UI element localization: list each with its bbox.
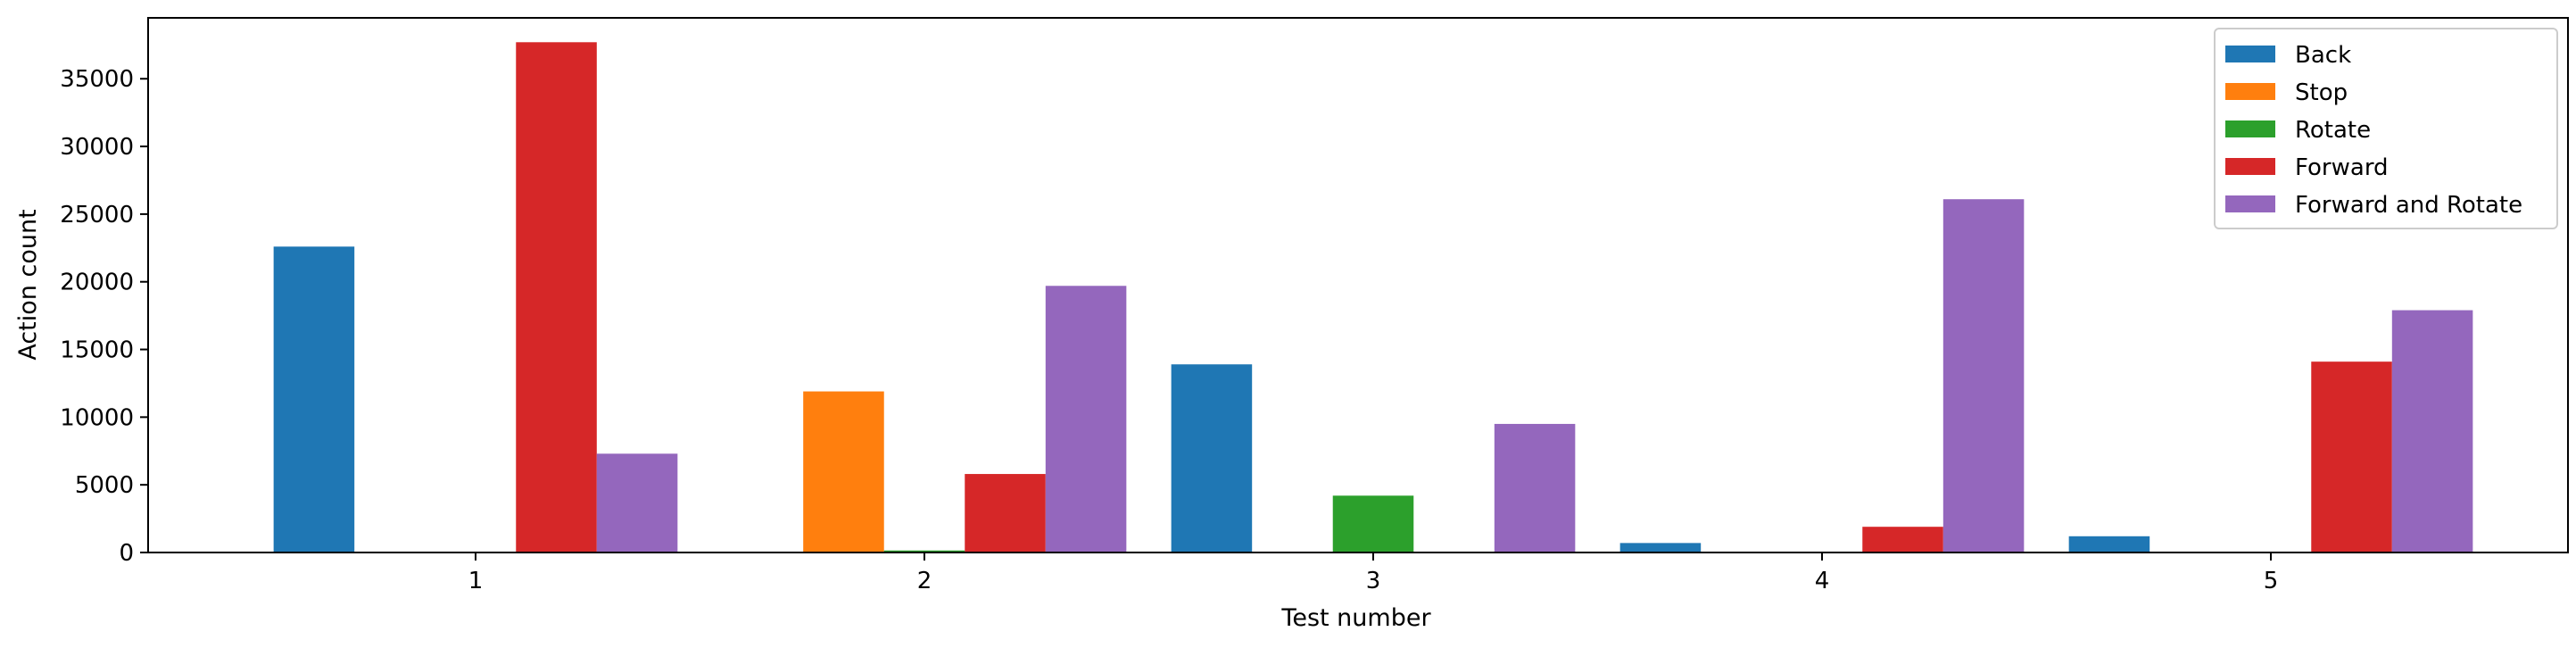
bar-forward-test-5 [2311,361,2392,552]
legend-swatch-rotate [2225,120,2275,137]
x-axis-title: Test number [1280,604,1431,632]
legend-label: Rotate [2295,117,2371,144]
bar-forward-and-rotate-test-4 [1942,199,2025,552]
y-tick-label: 5000 [75,472,134,499]
x-tick-label: 1 [468,568,484,594]
bar-stop-test-2 [803,391,884,552]
legend-label: Stop [2295,79,2348,106]
bar-forward-and-rotate-test-5 [2391,310,2473,552]
bar-forward-and-rotate-test-3 [1494,423,1576,552]
y-axis: 0 5000 10000 15000 20000 25000 30000 35000 [60,66,148,567]
legend-label: Back [2295,42,2351,69]
x-axis: 1 2 3 4 5 [468,552,2279,594]
legend-label: Forward [2295,154,2389,181]
bar-forward-and-rotate-test-1 [596,453,678,552]
x-tick-label: 2 [917,568,932,594]
bar-back-test-5 [2068,536,2150,552]
y-axis-title: Action count [14,209,42,360]
bar-back-test-4 [1619,543,1702,552]
y-tick-label: 25000 [60,202,134,228]
y-tick-label: 30000 [60,134,134,161]
x-tick-label: 4 [1815,568,1830,594]
y-tick-label: 35000 [60,66,134,93]
bar-forward-test-1 [516,42,597,553]
bar-forward-and-rotate-test-2 [1045,286,1127,552]
bar-back-test-3 [1171,364,1253,552]
legend-swatch-forward-and-rotate [2225,195,2275,212]
plot-background [148,18,2568,552]
legend: Back Stop Rotate Forward Forward and Rotate [2214,28,2558,229]
legend-swatch-back [2225,46,2275,62]
legend-frame [2214,28,2558,229]
bar-rotate-test-2 [883,550,965,552]
y-tick-label: 10000 [60,404,134,431]
legend-swatch-stop [2225,83,2275,100]
y-tick-label: 20000 [60,270,134,296]
x-tick-label: 3 [1366,568,1381,594]
bars-group [273,42,2473,553]
bar-forward-test-2 [965,474,1046,552]
legend-swatch-forward [2225,158,2275,175]
legend-label: Forward and Rotate [2295,192,2522,219]
bar-rotate-test-3 [1332,495,1414,552]
y-tick-label: 0 [119,540,134,567]
bar-back-test-1 [273,246,355,552]
y-tick-label: 15000 [60,337,134,364]
plot-frame [147,17,2569,553]
x-tick-label: 5 [2264,568,2279,594]
bar-forward-test-4 [1862,527,1943,552]
